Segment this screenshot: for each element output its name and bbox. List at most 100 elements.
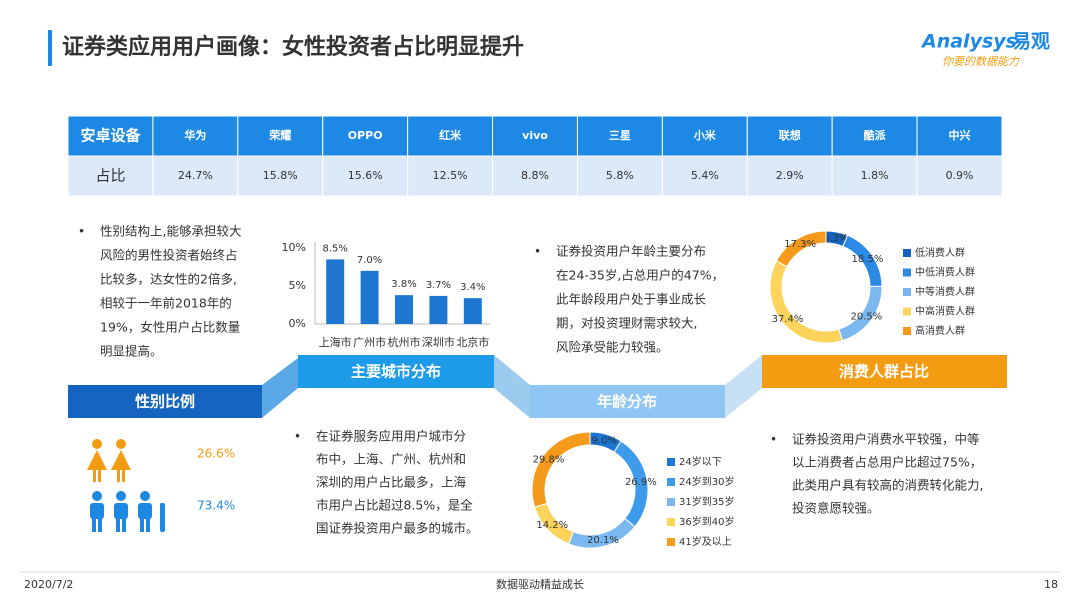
paragraph-line: 深圳的用户占比最多，上海 (316, 475, 467, 490)
table-cell-text: 占比 (95, 167, 125, 185)
table-cell (152, 155, 239, 197)
table-cell-text: 24.7% (178, 169, 213, 182)
paragraph-line: 相较于一年前2018年的 (100, 296, 232, 311)
female-share: 26.6% (197, 447, 235, 461)
table-header-text: 酷派 (864, 128, 887, 142)
bullet: • (770, 433, 777, 447)
x-tick-label: 杭州市 (388, 335, 421, 349)
connector (725, 355, 762, 418)
value-label: 37.4% (772, 314, 804, 325)
paragraph-line: 风险的男性投资者始终占 (100, 248, 238, 263)
x-tick-label: 上海市 (319, 335, 352, 349)
value-label: 3.7% (426, 280, 451, 291)
logo: Analysys (920, 31, 1017, 53)
legend-swatch (667, 538, 675, 546)
value-label: 7.0% (357, 255, 382, 266)
paragraph-line: 性别结构上,能够承担较大 (100, 224, 241, 239)
paragraph-line: 比较多，达女性的2倍多, (100, 272, 237, 287)
donut-slice (769, 260, 843, 344)
bullet: • (78, 225, 85, 239)
legend-label: 41岁及以上 (679, 535, 732, 548)
value-label: 8.5% (322, 243, 347, 254)
bar (395, 295, 413, 324)
bar (463, 298, 482, 324)
legend-label: 中高消费人群 (915, 305, 975, 318)
table-header-text: 中兴 (949, 128, 971, 142)
value-label: 29.8% (533, 454, 565, 465)
legend-swatch (903, 268, 911, 277)
table-cell (407, 155, 494, 197)
x-tick-label: 广州市 (353, 335, 386, 349)
legend-label: 中低消费人群 (915, 266, 975, 279)
value-label: 20.1% (587, 535, 619, 546)
legend-swatch (903, 307, 911, 316)
female-icons (87, 439, 131, 482)
paragraph-line: 以上消费者占总用户比超过75%， (792, 455, 982, 470)
table-header-cell (407, 115, 494, 157)
table-cell (492, 155, 578, 197)
bar (429, 295, 448, 324)
donut-slice (531, 431, 591, 508)
table-cell-text: 1.8% (861, 169, 889, 182)
table-header-text: OPPO (348, 129, 383, 142)
legend-swatch (667, 478, 675, 486)
x-tick-label: 深圳市 (422, 335, 455, 349)
table-cell (746, 155, 833, 197)
legend-label: 36岁到40岁 (679, 515, 734, 528)
value-label: 9.0% (592, 436, 617, 447)
value-label: 20.5% (850, 312, 882, 323)
table-header-text: 小米 (693, 128, 717, 142)
footer-page: 18 (1044, 578, 1058, 591)
table-header-text: 荣耀 (268, 128, 291, 142)
title-bar (48, 30, 52, 66)
legend-label: 24岁以下 (679, 455, 722, 468)
paragraph-line: 布中，上海、广州、杭州和 (316, 452, 466, 467)
table-header-text: 红米 (439, 128, 462, 142)
connector (262, 358, 298, 418)
bar (360, 270, 379, 324)
paragraph-line: 明显提高。 (100, 344, 163, 359)
table-header-cell (237, 115, 324, 157)
table-cell-text: 15.6% (348, 169, 383, 182)
banner-label: 性别比例 (135, 393, 195, 411)
value-label: 6.3% (823, 233, 848, 244)
table-cell-text: 12.5% (433, 169, 468, 182)
banner-label: 年龄分布 (597, 393, 657, 411)
legend-label: 24岁到30岁 (679, 475, 734, 488)
legend-swatch (667, 498, 675, 506)
value-label: 14.2% (536, 520, 568, 531)
table-cell (237, 155, 324, 197)
table-header-text: 三星 (609, 129, 631, 142)
x-tick-label: 北京市 (456, 335, 489, 349)
table-header-text: 安卓设备 (80, 127, 141, 145)
value-label: 18.5% (852, 254, 884, 265)
banner-label: 主要城市分布 (351, 363, 441, 381)
table-header-cell (576, 115, 663, 157)
paragraph-line: 风险承受能力较强。 (556, 340, 669, 355)
banner-label: 消费人群占比 (839, 363, 929, 381)
value-label: 3.8% (391, 279, 416, 290)
table-header-cell (746, 115, 833, 157)
table-cell (661, 155, 748, 197)
legend-label: 31岁到35岁 (679, 495, 734, 508)
legend-label: 低消费人群 (915, 246, 965, 259)
paragraph-line: 国证券投资用户最多的城市。 (316, 521, 479, 536)
table-cell (576, 155, 663, 197)
connector (494, 355, 530, 418)
paragraph-line: 投资意愿较强。 (792, 501, 880, 516)
table-header-text: 华为 (184, 128, 206, 142)
legend-swatch (903, 288, 911, 296)
table-cell-text: 15.8% (263, 169, 298, 182)
table-cell-text: 5.4% (691, 169, 719, 182)
y-tick-label: 10% (282, 241, 306, 254)
paragraph-line: 此类用户具有较高的消费转化能力, (792, 478, 983, 493)
donut-slice (775, 230, 827, 268)
table-cell (322, 155, 409, 197)
legend-swatch (667, 518, 675, 526)
banner (298, 355, 494, 388)
male-share: 73.4% (197, 499, 235, 513)
paragraph-line: 在24-35岁,占总用户的47%， (556, 268, 724, 283)
table-cell-text: 8.8% (521, 169, 549, 182)
paragraph-line: 证券投资用户年龄主要分布 (556, 244, 706, 259)
value-label: 26.9% (625, 477, 657, 488)
